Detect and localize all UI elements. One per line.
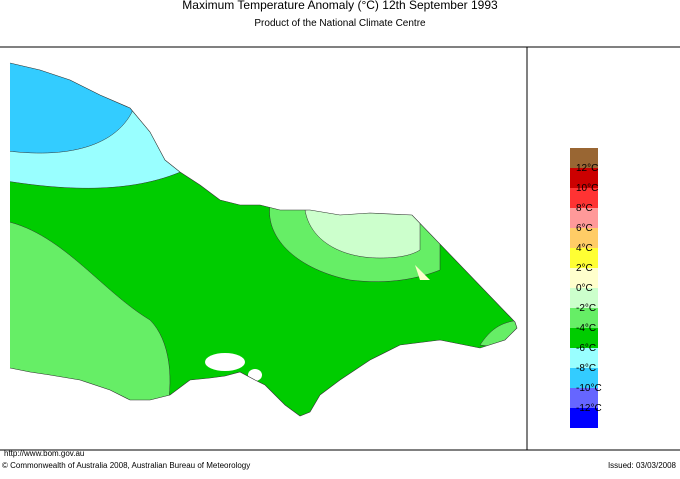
legend-swatch xyxy=(570,168,598,188)
legend-swatch xyxy=(570,228,598,248)
map xyxy=(10,63,517,416)
footer-issued: Issued: 03/03/2008 xyxy=(608,461,677,470)
bay xyxy=(205,353,245,371)
legend-label: 2°C xyxy=(576,263,593,274)
legend-swatch xyxy=(570,268,598,288)
region xyxy=(415,265,430,280)
legend-swatch xyxy=(570,348,598,368)
legend-label: 8°C xyxy=(576,203,593,214)
bay xyxy=(248,369,262,381)
legend-swatch xyxy=(570,288,598,308)
outline xyxy=(9,62,518,417)
legend-swatch xyxy=(570,308,598,328)
legend-swatch xyxy=(570,368,598,388)
legend-swatch xyxy=(570,248,598,268)
legend-label: 0°C xyxy=(576,283,593,294)
legend-swatch xyxy=(570,388,598,408)
legend-label: 10°C xyxy=(576,183,598,194)
legend-label: 12°C xyxy=(576,163,598,174)
legend-label: -10°C xyxy=(576,383,602,394)
legend-swatch xyxy=(570,408,598,428)
legend-label: -8°C xyxy=(576,363,596,374)
legend-swatch xyxy=(570,148,598,168)
footer-url: http://www.bom.gov.au xyxy=(4,449,84,458)
legend-label: -12°C xyxy=(576,403,602,414)
region xyxy=(304,199,421,259)
legend-label: -2°C xyxy=(576,303,596,314)
legend: 12°C 10°C 8°C 6°C 4°C 2°C 0°C -2°C -4°C -6°C -8°C -… xyxy=(570,148,602,428)
legend-label: -4°C xyxy=(576,323,596,334)
legend-swatch xyxy=(570,208,598,228)
footer-copyright: © Commonwealth of Australia 2008, Austra… xyxy=(2,461,250,470)
legend-swatch xyxy=(570,188,598,208)
legend-label: -6°C xyxy=(576,343,596,354)
legend-swatch xyxy=(570,328,598,348)
legend-label: 4°C xyxy=(576,243,593,254)
subtitle: Product of the National Climate Centre xyxy=(254,18,426,29)
legend-label: 6°C xyxy=(576,223,593,234)
title: Maximum Temperature Anomaly (°C) 12th Se… xyxy=(182,0,498,12)
